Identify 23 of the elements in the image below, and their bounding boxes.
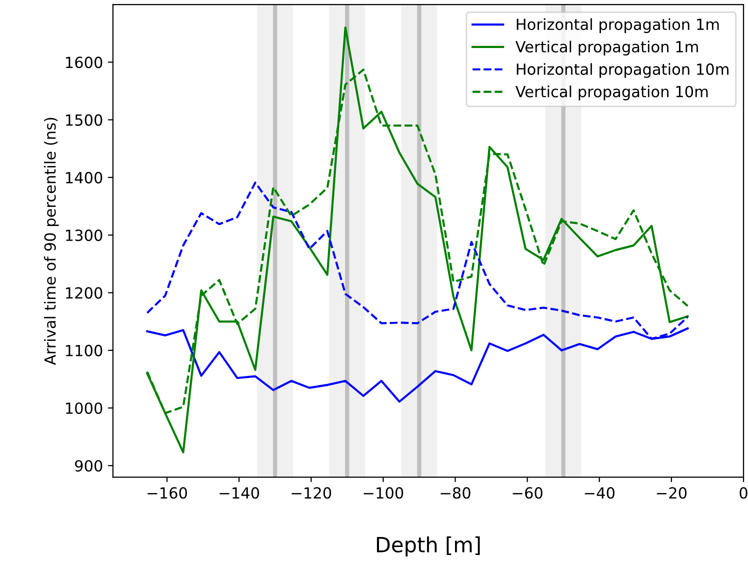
x-tick-label: −20 — [656, 487, 687, 499]
legend-label: Horizontal propagation 10m — [516, 63, 728, 78]
y-tick-label: 1400 — [66, 172, 102, 184]
x-tick-label: −160 — [148, 487, 187, 499]
legend-label: Vertical propagation 1m — [515, 40, 698, 56]
y-tick-label: 1500 — [66, 114, 102, 126]
y-axis-title: Arrival time of 90 percentile (ns) — [44, 118, 59, 365]
y-tick-label: 1600 — [66, 56, 102, 68]
legend-label: Vertical propagation 10m — [515, 86, 708, 100]
x-tick-label: −140 — [220, 487, 260, 499]
x-tick-label: −40 — [584, 487, 614, 499]
x-tick-label: −80 — [440, 487, 470, 499]
y-tick-label: 1100 — [66, 344, 102, 356]
y-tick-label: 1300 — [66, 230, 102, 242]
x-tick-label: −120 — [292, 487, 332, 499]
x-tick-label: −100 — [364, 487, 404, 499]
x-tick-label: 0 — [740, 487, 748, 499]
y-tick-label: 1200 — [66, 287, 102, 299]
y-tick-label: 900 — [75, 460, 102, 472]
legend-label: Horizontal propagation 1m — [516, 18, 719, 34]
y-tick-label: 1000 — [66, 402, 102, 414]
x-axis-title: Depth [m] — [376, 536, 480, 557]
x-tick-label: −60 — [512, 487, 542, 499]
